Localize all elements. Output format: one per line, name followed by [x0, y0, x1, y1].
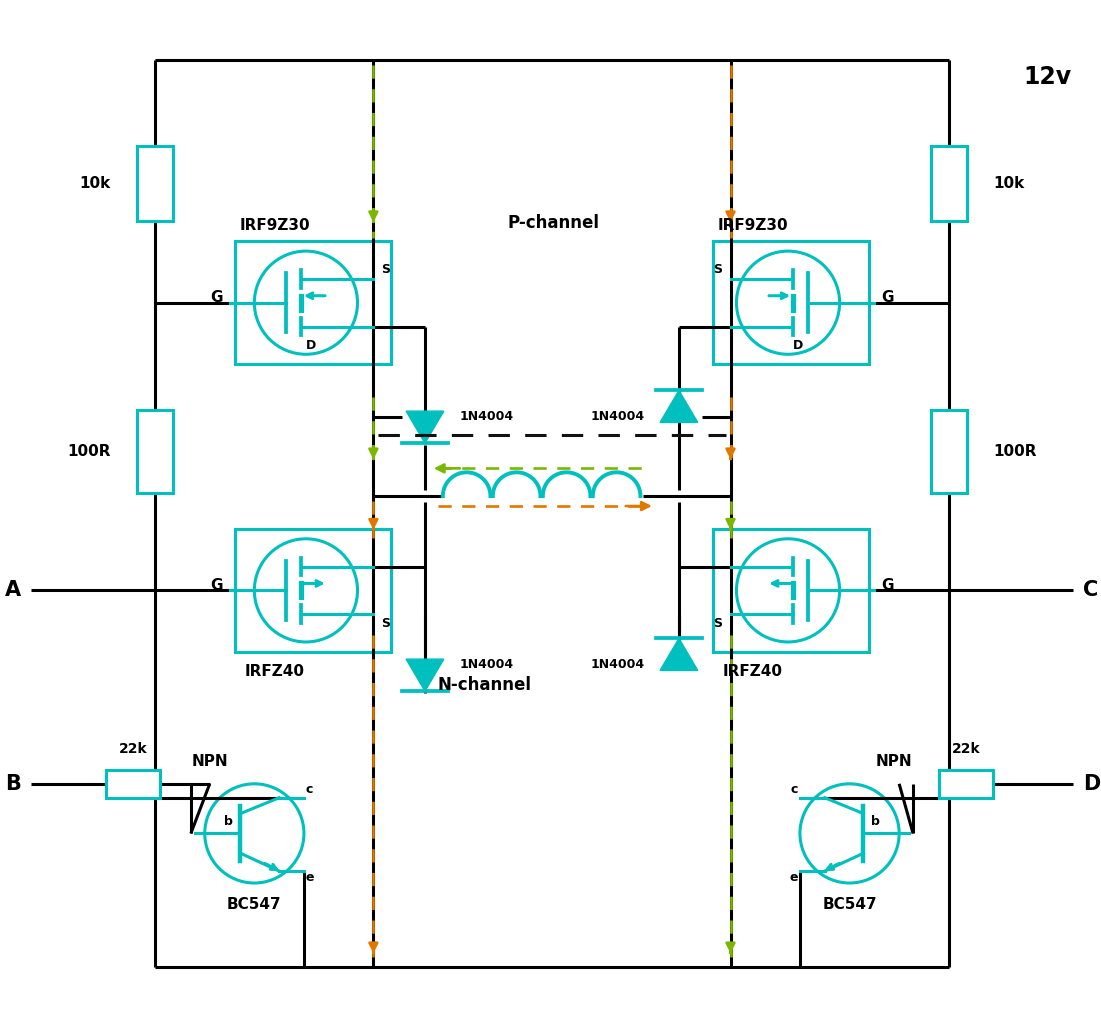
Circle shape	[254, 539, 358, 642]
Text: IRF9Z30: IRF9Z30	[718, 219, 788, 233]
Text: BC547: BC547	[227, 898, 282, 912]
Text: 1N4004: 1N4004	[460, 410, 514, 424]
Text: S: S	[713, 618, 722, 630]
Text: 10k: 10k	[993, 176, 1025, 191]
Bar	[138, 409, 173, 494]
Text: 10k: 10k	[79, 176, 110, 191]
Bar	[930, 146, 967, 222]
Text: e: e	[789, 871, 798, 884]
Polygon shape	[661, 390, 698, 423]
Text: IRF9Z30: IRF9Z30	[240, 219, 310, 233]
Text: G: G	[881, 290, 894, 306]
Text: C: C	[1082, 581, 1098, 600]
Circle shape	[254, 251, 358, 354]
Polygon shape	[406, 659, 444, 692]
Text: IRFZ40: IRFZ40	[244, 664, 305, 679]
Text: G: G	[210, 290, 222, 306]
Text: 1N4004: 1N4004	[590, 659, 644, 671]
Text: N-channel: N-channel	[438, 675, 532, 694]
Bar	[138, 146, 173, 222]
Text: b: b	[224, 815, 232, 828]
Circle shape	[737, 539, 840, 642]
Bar	[712, 528, 870, 652]
Bar	[930, 409, 967, 494]
Text: B: B	[6, 774, 21, 794]
Bar	[235, 241, 391, 364]
Text: 1N4004: 1N4004	[590, 410, 644, 424]
Text: e: e	[306, 871, 315, 884]
Text: 100R: 100R	[993, 444, 1037, 459]
Text: D: D	[306, 340, 316, 352]
Text: c: c	[306, 783, 314, 796]
Text: S: S	[381, 618, 391, 630]
Circle shape	[205, 784, 304, 883]
Text: S: S	[381, 263, 391, 276]
Bar	[712, 241, 870, 364]
Text: NPN: NPN	[876, 754, 913, 770]
Text: 1N4004: 1N4004	[460, 659, 514, 671]
Text: b: b	[871, 815, 881, 828]
Bar	[235, 528, 391, 652]
Text: NPN: NPN	[192, 754, 228, 770]
Circle shape	[737, 251, 840, 354]
Text: S: S	[713, 263, 722, 276]
Polygon shape	[661, 638, 698, 670]
Text: 12v: 12v	[1023, 65, 1071, 88]
Bar	[939, 770, 993, 797]
Text: BC547: BC547	[822, 898, 876, 912]
Text: IRFZ40: IRFZ40	[722, 664, 783, 679]
Bar	[106, 770, 160, 797]
Text: D: D	[793, 340, 803, 352]
Text: A: A	[6, 581, 21, 600]
Text: G: G	[210, 578, 222, 593]
Circle shape	[800, 784, 900, 883]
Text: 22k: 22k	[952, 742, 981, 756]
Text: P-channel: P-channel	[508, 214, 599, 232]
Text: c: c	[791, 783, 798, 796]
Text: 100R: 100R	[67, 444, 110, 459]
Text: 22k: 22k	[119, 742, 148, 756]
Text: G: G	[881, 578, 894, 593]
Text: D: D	[1082, 774, 1100, 794]
Polygon shape	[406, 411, 444, 443]
